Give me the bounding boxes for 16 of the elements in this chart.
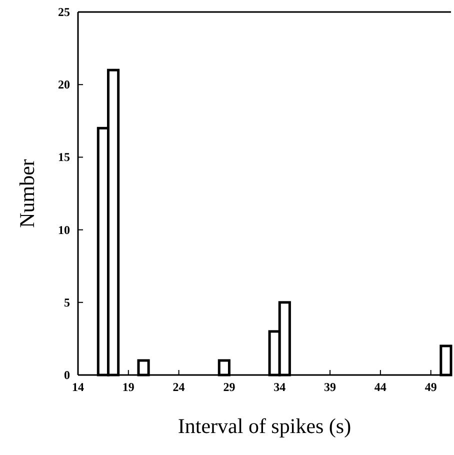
x-tick-label: 14 — [72, 380, 84, 394]
x-axis-title: Interval of spikes (s) — [178, 414, 352, 438]
y-tick-label: 0 — [64, 368, 70, 382]
x-tick-label: 19 — [122, 380, 134, 394]
y-tick-label: 10 — [58, 222, 70, 237]
x-tick-label: 24 — [172, 380, 185, 394]
x-tick-label: 39 — [324, 380, 336, 394]
y-axis-title: Number — [15, 159, 39, 228]
x-tick-label: 29 — [223, 380, 236, 394]
y-tick-label: 20 — [58, 78, 70, 92]
x-tick-label: 44 — [374, 380, 386, 394]
y-tick-label: 25 — [58, 5, 70, 19]
y-tick-label: 15 — [58, 150, 70, 164]
x-tick-label: 34 — [274, 380, 286, 394]
y-tick-label: 5 — [64, 295, 70, 310]
x-tick-label: 49 — [424, 380, 437, 394]
